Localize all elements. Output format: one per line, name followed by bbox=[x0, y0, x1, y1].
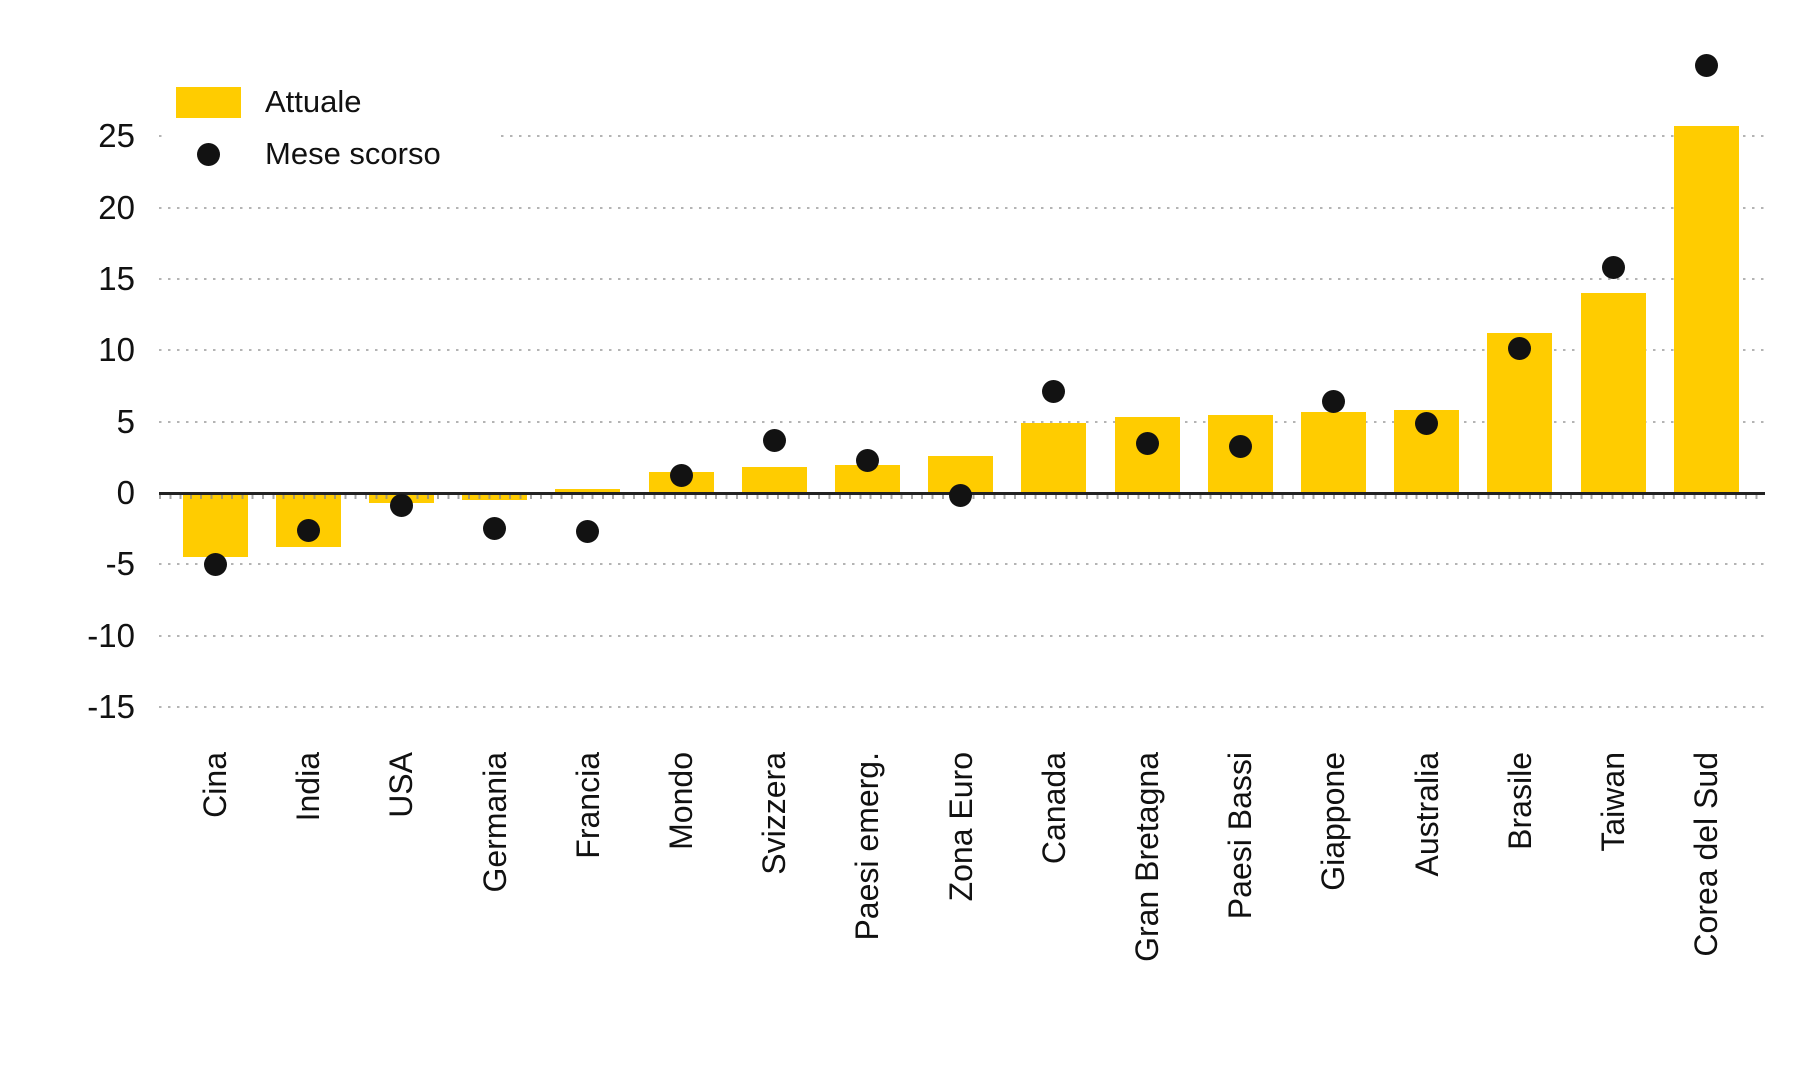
x-axis-label: Paesi Bassi bbox=[1222, 752, 1259, 920]
x-axis-label: India bbox=[290, 752, 327, 822]
last-month-dot-brasile bbox=[1508, 337, 1532, 361]
gridline bbox=[159, 206, 1765, 209]
dot-swatch-icon bbox=[197, 142, 220, 166]
x-axis-label: Gran Bretagna bbox=[1129, 752, 1165, 962]
last-month-dot-francia bbox=[576, 520, 600, 544]
bar-canada bbox=[1021, 423, 1087, 494]
y-axis-tick-label: -5 bbox=[105, 545, 135, 583]
y-axis-tick-label: 15 bbox=[98, 260, 135, 298]
x-axis-label: Giappone bbox=[1315, 752, 1352, 891]
x-axis-label: Brasile bbox=[1501, 752, 1538, 850]
last-month-dot-cina bbox=[203, 552, 227, 576]
bar-corea-del-sud bbox=[1673, 126, 1739, 494]
bar-gran-bretagna bbox=[1114, 417, 1180, 494]
last-month-dot-paesi-emerg- bbox=[855, 448, 879, 472]
plot-area bbox=[159, 53, 1765, 730]
y-axis-tick-label: 0 bbox=[116, 474, 135, 512]
x-axis-label: Australia bbox=[1408, 752, 1445, 877]
gridline bbox=[159, 420, 1765, 423]
x-axis-label: Germania bbox=[476, 752, 513, 893]
y-axis-tick-label: -15 bbox=[87, 688, 135, 726]
bar-cina bbox=[182, 493, 248, 558]
bar-svizzera bbox=[741, 467, 807, 494]
bar-francia bbox=[555, 489, 621, 494]
x-axis-label: Zona Euro bbox=[942, 752, 979, 902]
last-month-dot-india bbox=[296, 518, 320, 542]
gridline bbox=[159, 634, 1765, 637]
legend-item-attuale: Attuale bbox=[176, 76, 441, 128]
gridline bbox=[159, 278, 1765, 281]
legend-item-mese-scorso: Mese scorso bbox=[176, 128, 441, 180]
x-axis-label: Cina bbox=[197, 752, 233, 818]
x-axis-label: Corea del Sud bbox=[1688, 752, 1725, 957]
last-month-dot-gran-bretagna bbox=[1135, 431, 1159, 455]
last-month-dot-taiwan bbox=[1601, 256, 1625, 280]
y-axis-tick-label: -10 bbox=[87, 616, 135, 654]
last-month-dot-zona-euro bbox=[949, 484, 973, 508]
last-month-dot-usa bbox=[389, 494, 413, 518]
gridline bbox=[159, 706, 1765, 709]
last-month-dot-paesi-bassi bbox=[1228, 434, 1252, 458]
y-axis-tick-label: 10 bbox=[98, 331, 135, 369]
last-month-dot-giappone bbox=[1321, 390, 1345, 414]
gridline bbox=[159, 135, 1765, 138]
gridline bbox=[159, 349, 1765, 352]
x-axis-label: Mondo bbox=[663, 752, 699, 850]
bar-swatch-icon bbox=[176, 86, 241, 118]
y-axis-tick-label: 5 bbox=[116, 402, 135, 440]
legend: Attuale Mese scorso bbox=[168, 68, 501, 188]
bar-giappone bbox=[1300, 411, 1366, 494]
x-axis-label: Taiwan bbox=[1595, 752, 1631, 852]
last-month-dot-mondo bbox=[669, 464, 693, 488]
y-axis-tick-label: 25 bbox=[98, 117, 135, 155]
legend-label-attuale: Attuale bbox=[265, 84, 362, 119]
gridline bbox=[159, 563, 1765, 566]
last-month-dot-germania bbox=[483, 517, 507, 541]
last-month-dot-svizzera bbox=[762, 428, 786, 452]
y-axis-tick-label: 20 bbox=[98, 188, 135, 226]
last-month-dot-canada bbox=[1042, 380, 1066, 404]
last-month-dot-corea-del-sud bbox=[1694, 53, 1718, 77]
x-axis-label: Paesi emerg. bbox=[849, 752, 886, 941]
x-axis-label: Canada bbox=[1035, 752, 1072, 865]
x-axis-label: Francia bbox=[569, 752, 606, 859]
x-axis-label: Svizzera bbox=[756, 752, 793, 875]
last-month-dot-australia bbox=[1415, 411, 1439, 435]
bar-taiwan bbox=[1580, 293, 1646, 494]
x-axis-label: USA bbox=[383, 752, 420, 818]
legend-label-mese-scorso: Mese scorso bbox=[265, 136, 441, 171]
